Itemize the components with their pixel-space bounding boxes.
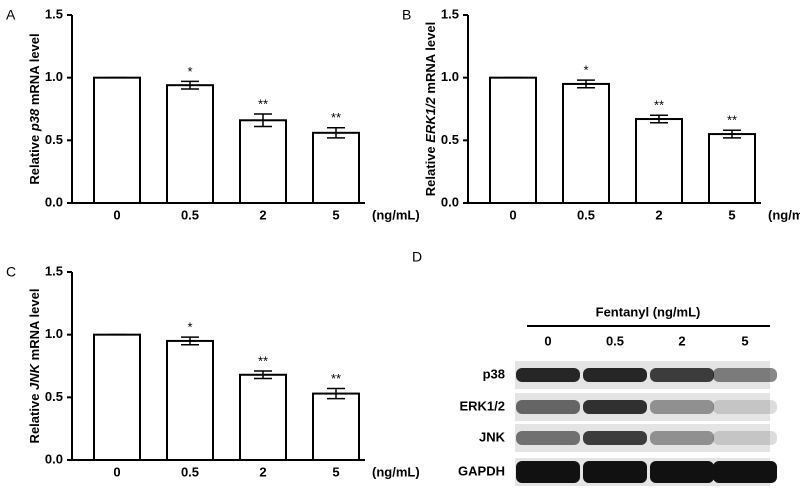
x-tick-label: 2 [655,207,662,222]
panel-label: B [402,7,411,23]
y-tick-label: 1.5 [45,263,63,278]
bar [93,76,141,204]
y-axis-label: Relative ERK1/2 mRNA level [423,22,438,196]
blot-band [713,368,777,382]
significance: ** [331,110,341,125]
significance: ** [727,113,737,128]
y-axis-label-part: Relative [27,390,42,443]
x-tick-label: 0.5 [181,207,199,222]
error-bar [327,127,345,139]
x-tick-label: 0.5 [577,207,595,222]
x-tick-label: 5 [728,207,735,222]
bar [166,339,214,461]
bar [93,333,141,461]
x-unit: (ng/mL) [372,207,420,222]
blot-band [650,461,714,483]
x-tick-label: 5 [332,207,339,222]
significance: ** [258,353,268,368]
y-tick-label: 1.0 [441,69,459,84]
lane-label: 5 [741,333,748,348]
row-label: p38 [483,366,505,381]
y-axis-label-part: JNK [27,362,42,390]
blot-band [713,461,777,483]
y-tick-label: 0.0 [45,194,63,209]
significance: ** [331,371,341,386]
lane-label: 2 [678,333,685,348]
row-label: ERK1/2 [459,398,505,413]
y-axis-label-part: ERK1/2 [423,96,438,142]
x-unit: (ng/mL) [768,207,800,222]
significance: * [187,64,192,79]
x-tick-label: 2 [259,207,266,222]
y-tick-label: 0.5 [441,132,459,147]
bar [562,82,610,204]
significance: * [583,63,588,78]
y-axis-label-part: mRNA level [27,33,42,108]
error-bar [254,113,272,128]
y-tick-label: 0.0 [441,194,459,209]
bar [635,118,683,204]
y-axis-label-part: p38 [27,108,42,132]
error-bar [181,80,199,90]
x-unit: (ng/mL) [372,464,420,479]
x-tick-label: 0 [113,207,120,222]
blot-band [650,400,714,414]
x-tick-label: 5 [332,464,339,479]
y-axis-label-part: Relative [27,131,42,184]
bar [708,133,756,204]
blot-band [650,368,714,382]
bar [239,373,287,462]
blot-band [583,400,647,414]
row-label: GAPDH [458,463,505,478]
y-tick-label: 1.0 [45,326,63,341]
y-axis-label-part: mRNA level [423,22,438,97]
blot-band [583,431,647,445]
significance: ** [258,96,268,111]
error-bar [650,114,668,124]
y-tick-label: 0.0 [45,451,63,466]
lane-label: 0.5 [606,333,624,348]
y-axis-label: Relative p38 mRNA level [27,33,42,184]
x-tick-label: 0 [509,207,516,222]
lane-label: 0 [544,333,551,348]
bar [312,131,360,205]
error-bar [723,129,741,139]
significance: * [187,320,192,335]
panel-label: A [6,7,16,23]
y-tick-label: 1.0 [45,69,63,84]
error-bar [577,79,595,89]
blot-band [516,431,580,445]
blot-band [583,368,647,382]
y-axis-label: Relative JNK mRNA level [27,289,42,444]
blot-band [516,368,580,382]
blot-band [516,461,580,483]
bar [489,76,537,204]
error-bar [327,387,345,400]
panel-label: C [6,264,16,280]
y-tick-label: 1.5 [45,6,63,21]
blot-band [650,431,714,445]
bar [312,392,360,461]
bar [166,84,214,204]
panel-label: D [412,249,422,265]
x-tick-label: 0.5 [181,464,199,479]
blot-band [516,400,580,414]
blot-band [713,431,777,445]
y-axis-label-part: mRNA level [27,289,42,364]
y-tick-label: 0.5 [45,389,63,404]
significance: ** [654,98,664,113]
x-tick-label: 2 [259,464,266,479]
y-tick-label: 0.5 [45,132,63,147]
blot-band [713,400,777,414]
row-label: JNK [479,429,506,444]
blot-header: Fentanyl (ng/mL) [596,304,701,319]
x-tick-label: 0 [113,464,120,479]
error-bar [181,336,199,346]
y-axis-label-part: Relative [423,143,438,196]
y-tick-label: 1.5 [441,6,459,21]
error-bar [254,370,272,380]
bar [239,119,287,204]
blot-band [583,461,647,483]
